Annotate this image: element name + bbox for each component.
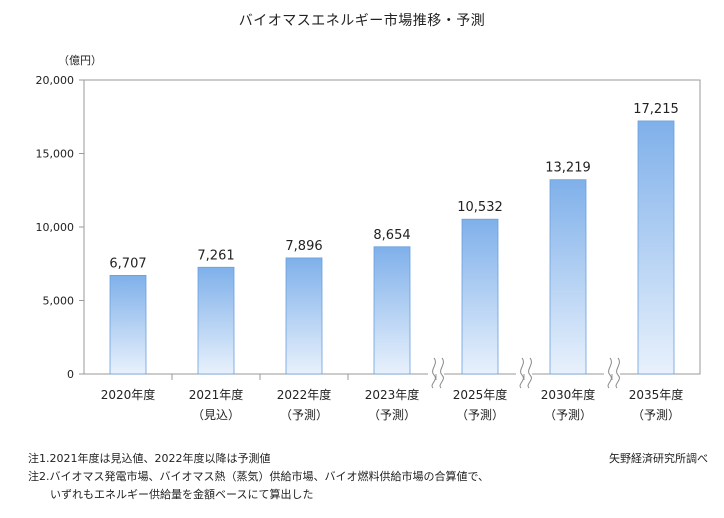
- bar: [373, 246, 411, 375]
- y-axis-unit: （億円）: [58, 54, 102, 67]
- bar-value-label: 7,896: [285, 239, 322, 254]
- x-tick-sublabel: （予測）: [280, 408, 328, 422]
- bar-value-label: 10,532: [457, 200, 503, 215]
- x-tick-sublabel: （見込）: [192, 408, 240, 422]
- note-1: 注1.2021年度は見込値、2022年度以降は予測値: [28, 452, 271, 465]
- note-3: いずれもエネルギー供給量を金額ベースにて算出した: [28, 488, 314, 501]
- bar-value-label: 13,219: [545, 161, 591, 176]
- bar-series: 6,707 7,261 7,896 8,654 10,532 13,219 17,215: [109, 102, 679, 375]
- y-axis: 0 5,000 10,000 15,000 20,000: [36, 74, 84, 381]
- axis-break-mark: [516, 357, 532, 389]
- x-tick-label: 2022年度: [277, 387, 332, 402]
- bar-value-label: 8,654: [373, 228, 410, 243]
- bar: [285, 257, 323, 375]
- bar: [461, 218, 499, 375]
- y-tick-label: 10,000: [36, 221, 75, 234]
- x-tick-label: 2030年度: [541, 387, 596, 402]
- y-tick-label: 0: [67, 368, 74, 381]
- bar-value-label: 17,215: [633, 102, 679, 117]
- y-tick-label: 15,000: [36, 148, 75, 161]
- x-tick-label: 2021年度: [189, 387, 244, 402]
- x-tick-sublabel: （予測）: [632, 408, 680, 422]
- chart-title: バイオマスエネルギー市場推移・予測: [238, 13, 486, 29]
- x-axis: 2020年度 2021年度 （見込） 2022年度 （予測） 2023年度 （予測） 2025…: [101, 374, 684, 422]
- axis-breaks: [428, 357, 620, 389]
- axis-break-mark: [428, 357, 444, 389]
- y-tick-label: 5,000: [43, 295, 75, 308]
- bar-value-label: 7,261: [197, 248, 234, 263]
- source-credit: 矢野経済研究所調べ: [609, 452, 708, 465]
- axis-break-mark: [604, 357, 620, 389]
- x-tick-sublabel: （予測）: [368, 408, 416, 422]
- bar: [197, 266, 235, 375]
- x-tick-label: 2035年度: [629, 387, 684, 402]
- note-2: 注2.バイオマス発電市場、バイオマス熱（蒸気）供給市場、バイオ燃料供給市場の合算…: [28, 470, 490, 483]
- y-tick-label: 20,000: [36, 74, 75, 87]
- x-tick-sublabel: （予測）: [544, 408, 592, 422]
- x-tick-label: 2025年度: [453, 387, 508, 402]
- bar: [637, 120, 675, 375]
- bar-value-label: 6,707: [109, 256, 146, 271]
- bar: [549, 179, 587, 375]
- x-tick-sublabel: （予測）: [456, 408, 504, 422]
- bar: [109, 275, 147, 375]
- x-tick-label: 2020年度: [101, 387, 156, 402]
- x-tick-label: 2023年度: [365, 387, 420, 402]
